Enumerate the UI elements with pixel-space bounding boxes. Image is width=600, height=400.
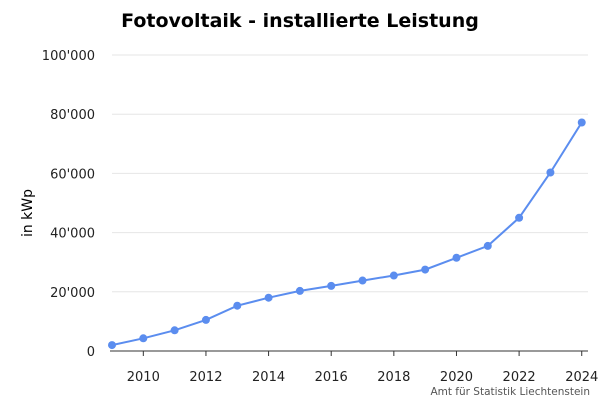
data-point[interactable]: [421, 265, 430, 274]
y-axis-ticks: 0 20'000 40'000 60'000 80'000 100'000: [42, 49, 95, 360]
x-tick-label: 2016: [315, 370, 348, 385]
x-tick-label: 2014: [252, 370, 285, 385]
data-point[interactable]: [452, 253, 461, 262]
x-tick-label: 2012: [189, 370, 222, 385]
x-tick-label: 2024: [565, 370, 598, 385]
x-tick-label: 2020: [440, 370, 473, 385]
data-point[interactable]: [546, 168, 555, 177]
y-tick-label: 100'000: [42, 49, 95, 64]
data-point[interactable]: [389, 271, 398, 280]
data-point[interactable]: [201, 315, 210, 324]
y-tick-label: 0: [87, 345, 95, 360]
data-points: [108, 118, 586, 350]
y-tick-label: 20'000: [50, 286, 95, 301]
data-point[interactable]: [108, 341, 116, 350]
y-tick-label: 80'000: [50, 108, 95, 123]
x-tick-label: 2018: [377, 370, 410, 385]
source-note: Amt für Statistik Liechtenstein: [430, 386, 590, 398]
y-axis-label: in kWp: [20, 189, 36, 237]
x-tick-label: 2010: [127, 370, 160, 385]
data-point[interactable]: [295, 286, 304, 295]
data-point[interactable]: [264, 293, 273, 302]
data-point[interactable]: [358, 276, 367, 285]
chart-title: Fotovoltaik - installierte Leistung: [121, 10, 479, 32]
data-point[interactable]: [515, 213, 524, 222]
data-point[interactable]: [327, 281, 336, 290]
x-axis-ticks: 2010 2012 2014 2016 2018 2020 2022 2024: [127, 351, 598, 385]
data-point[interactable]: [577, 118, 586, 127]
series-line: [111, 121, 583, 347]
data-point[interactable]: [483, 241, 492, 250]
x-tick-label: 2022: [503, 370, 536, 385]
y-tick-label: 60'000: [50, 167, 95, 182]
data-point[interactable]: [170, 326, 179, 335]
data-point[interactable]: [139, 334, 148, 343]
y-tick-label: 40'000: [50, 227, 95, 242]
data-point[interactable]: [233, 301, 242, 310]
grid-lines: [112, 54, 588, 293]
